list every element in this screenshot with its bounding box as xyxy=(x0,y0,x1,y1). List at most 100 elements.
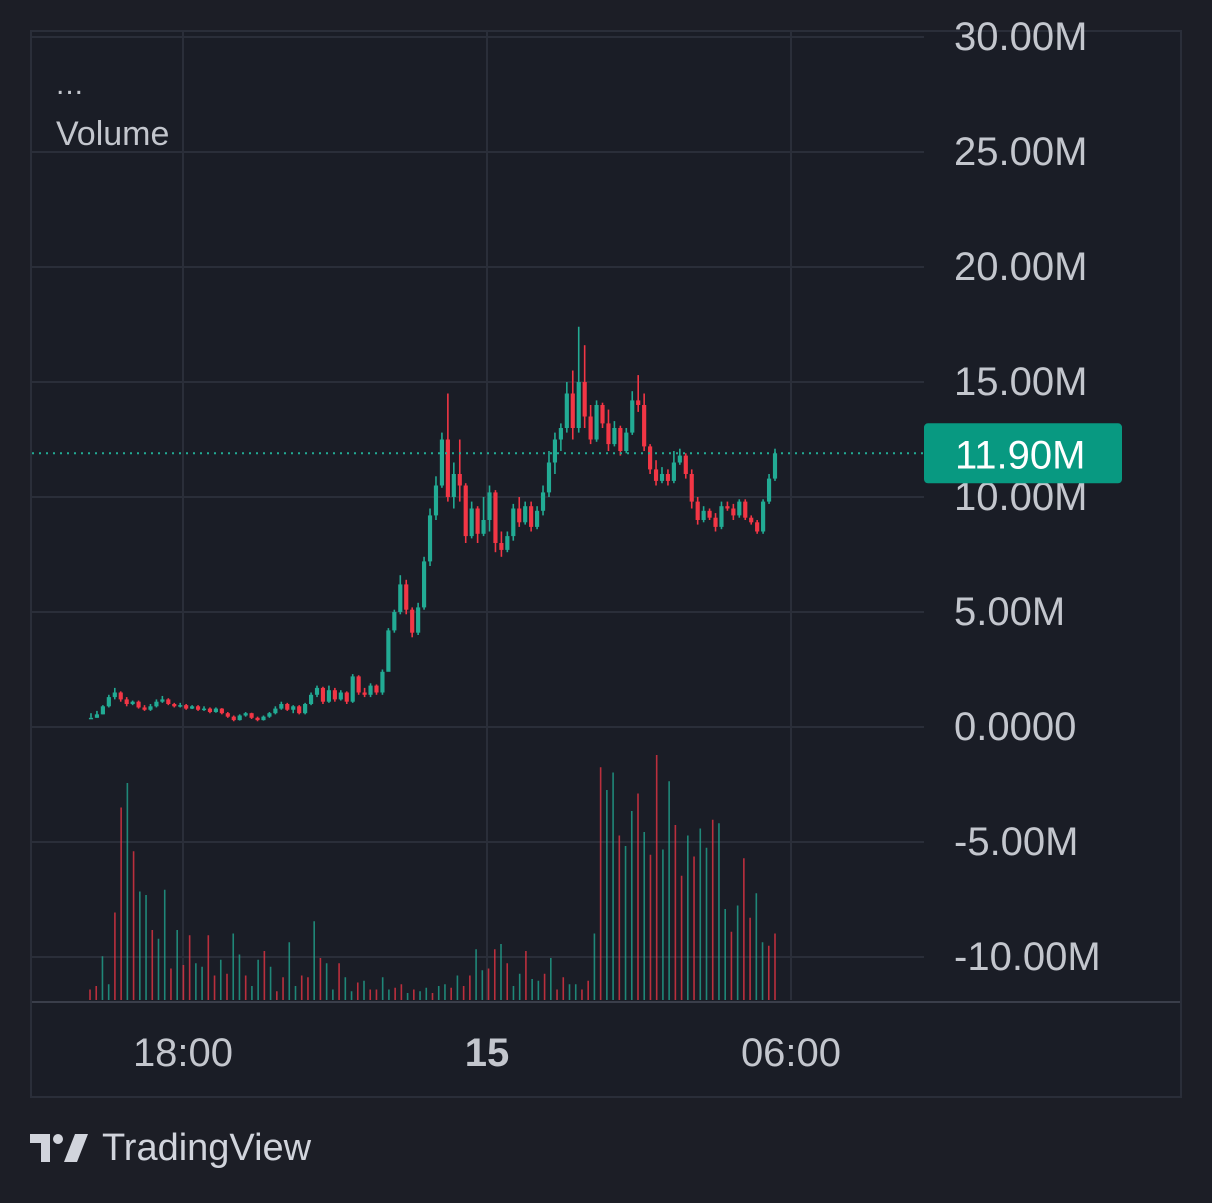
candle-body xyxy=(219,708,224,714)
candle-body xyxy=(285,704,290,710)
y-tick-label: 5.00M xyxy=(954,590,1065,634)
y-tick-label: 0.0000 xyxy=(954,705,1076,749)
candle-body xyxy=(648,446,653,470)
candle-body xyxy=(517,508,522,523)
volume-bar xyxy=(151,930,154,1000)
volume-bar xyxy=(257,959,259,1000)
candle-body xyxy=(297,706,302,714)
volume-bar xyxy=(730,931,733,1000)
chart-frame[interactable] xyxy=(30,30,1182,1098)
candle-body xyxy=(320,687,326,702)
volume-bar xyxy=(774,933,776,1000)
volume-bar xyxy=(431,993,434,1000)
candle-body xyxy=(529,506,534,527)
candle-body xyxy=(772,453,778,479)
volume-bar xyxy=(425,987,428,1000)
candle-body xyxy=(683,455,688,474)
candle-body xyxy=(689,474,694,502)
volume-bar xyxy=(581,989,583,1000)
candle-body xyxy=(213,708,218,713)
candle-body xyxy=(118,692,123,700)
candle-body xyxy=(398,584,403,612)
candle-body xyxy=(535,510,540,527)
volume-bar xyxy=(718,823,720,1000)
candle-body xyxy=(374,685,379,693)
candle-body xyxy=(499,543,504,550)
volume-bar xyxy=(244,975,247,1000)
volume-bar xyxy=(705,847,708,1000)
candle-body xyxy=(326,690,331,702)
candle-body xyxy=(368,685,373,695)
volume-bar xyxy=(375,989,378,1000)
y-tick-label: 25.00M xyxy=(954,130,1087,174)
candle-body xyxy=(94,714,100,718)
candle-body xyxy=(731,508,736,516)
volume-bar xyxy=(674,825,677,1000)
x-tick-label: 18:00 xyxy=(133,1031,233,1075)
candle-body xyxy=(332,690,337,700)
candle-body xyxy=(148,706,153,710)
y-tick-label: 20.00M xyxy=(954,245,1087,289)
volume-bar xyxy=(606,790,608,1000)
volume-bar xyxy=(444,984,446,1000)
x-tick-label: 15 xyxy=(465,1031,510,1075)
candle-body xyxy=(481,520,486,534)
volume-bar xyxy=(195,963,197,1000)
volume-bar xyxy=(643,832,646,1000)
volume-bar xyxy=(300,975,303,1000)
volume-bar xyxy=(525,951,527,1000)
y-tick-label: 15.00M xyxy=(954,360,1087,404)
candle-body xyxy=(511,508,516,537)
volume-bar xyxy=(419,991,421,1000)
volume-bar xyxy=(388,989,390,1000)
volume-bar xyxy=(139,891,141,1000)
volume-bar xyxy=(413,989,415,1000)
candle-body xyxy=(225,713,230,717)
volume-bar xyxy=(263,951,266,1000)
brand[interactable]: TradingView xyxy=(30,1124,311,1172)
candle-body xyxy=(172,704,177,707)
volume-bar xyxy=(101,956,104,1000)
volume-bar xyxy=(637,793,639,1000)
candle-body xyxy=(184,705,189,709)
candle-body xyxy=(737,501,742,516)
volume-bar xyxy=(481,970,484,1000)
candle-body xyxy=(695,501,700,520)
tradingview-logo-icon xyxy=(30,1134,88,1162)
candle-body xyxy=(243,713,248,716)
candle-body xyxy=(344,692,349,702)
volume-bar xyxy=(462,986,465,1000)
volume-bar xyxy=(506,963,509,1000)
volume-bar xyxy=(655,755,658,1000)
volume-bar xyxy=(157,938,160,1000)
volume-bar xyxy=(693,856,695,1000)
x-tick-label: 06:00 xyxy=(741,1031,841,1075)
volume-bar xyxy=(624,846,627,1000)
legend-menu-button[interactable]: ... xyxy=(56,68,85,101)
candle-body xyxy=(291,706,296,710)
candle-body xyxy=(439,439,445,486)
volume-bar xyxy=(238,954,241,1000)
last-price-label: 11.90M xyxy=(955,433,1085,477)
volume-bar xyxy=(680,875,683,1000)
volume-bar xyxy=(369,989,372,1000)
candle-body xyxy=(743,501,748,518)
candle-body xyxy=(725,506,730,509)
volume-bar xyxy=(562,977,565,1000)
volume-bar xyxy=(493,949,496,1000)
volume-bar xyxy=(568,984,571,1000)
volume-bar xyxy=(282,977,284,1000)
candle-body xyxy=(136,701,141,708)
candle-body xyxy=(207,708,213,713)
candle-body xyxy=(350,676,355,702)
candle-body xyxy=(463,485,468,537)
candle-body xyxy=(255,717,260,721)
candle-body xyxy=(552,439,558,463)
candle-body xyxy=(261,716,266,721)
candle-body xyxy=(166,699,171,704)
volume-bar xyxy=(394,987,396,1000)
candle-body xyxy=(618,428,623,451)
candle-body xyxy=(421,561,427,608)
volume-bar xyxy=(500,944,502,1000)
candle-body xyxy=(701,510,706,520)
